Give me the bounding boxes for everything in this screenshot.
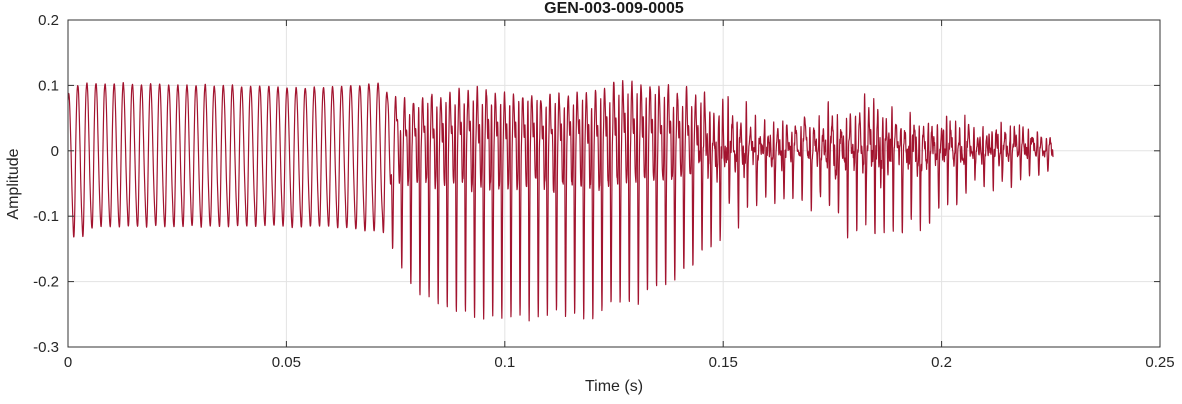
y-tick-labels: -0.3 -0.2 -0.1 0 0.1 0.2 (33, 12, 59, 356)
y-tick-label: -0.3 (33, 339, 59, 356)
tick-marks (67, 19, 1161, 348)
waveform-line (68, 79, 1054, 322)
y-tick-label: -0.1 (33, 208, 59, 225)
x-tick-label: 0.2 (931, 354, 952, 371)
y-tick-label: -0.2 (33, 274, 59, 291)
y-tick-label: 0 (51, 143, 59, 160)
y-tick-label: 0.1 (38, 77, 59, 94)
x-tick-label: 0.25 (1145, 354, 1174, 371)
x-tick-label: 0 (64, 354, 72, 371)
x-tick-label: 0.05 (272, 354, 301, 371)
chart-title: GEN-003-009-0005 (544, 0, 684, 17)
x-tick-labels: 0 0.05 0.1 0.15 0.2 0.25 (64, 354, 1175, 371)
axes-box (67, 19, 1161, 348)
x-tick-label: 0.1 (494, 354, 515, 371)
grid-lines (67, 19, 1161, 348)
x-tick-label: 0.15 (709, 354, 738, 371)
x-axis-label: Time (s) (584, 378, 644, 395)
y-tick-label: 0.2 (38, 12, 59, 29)
